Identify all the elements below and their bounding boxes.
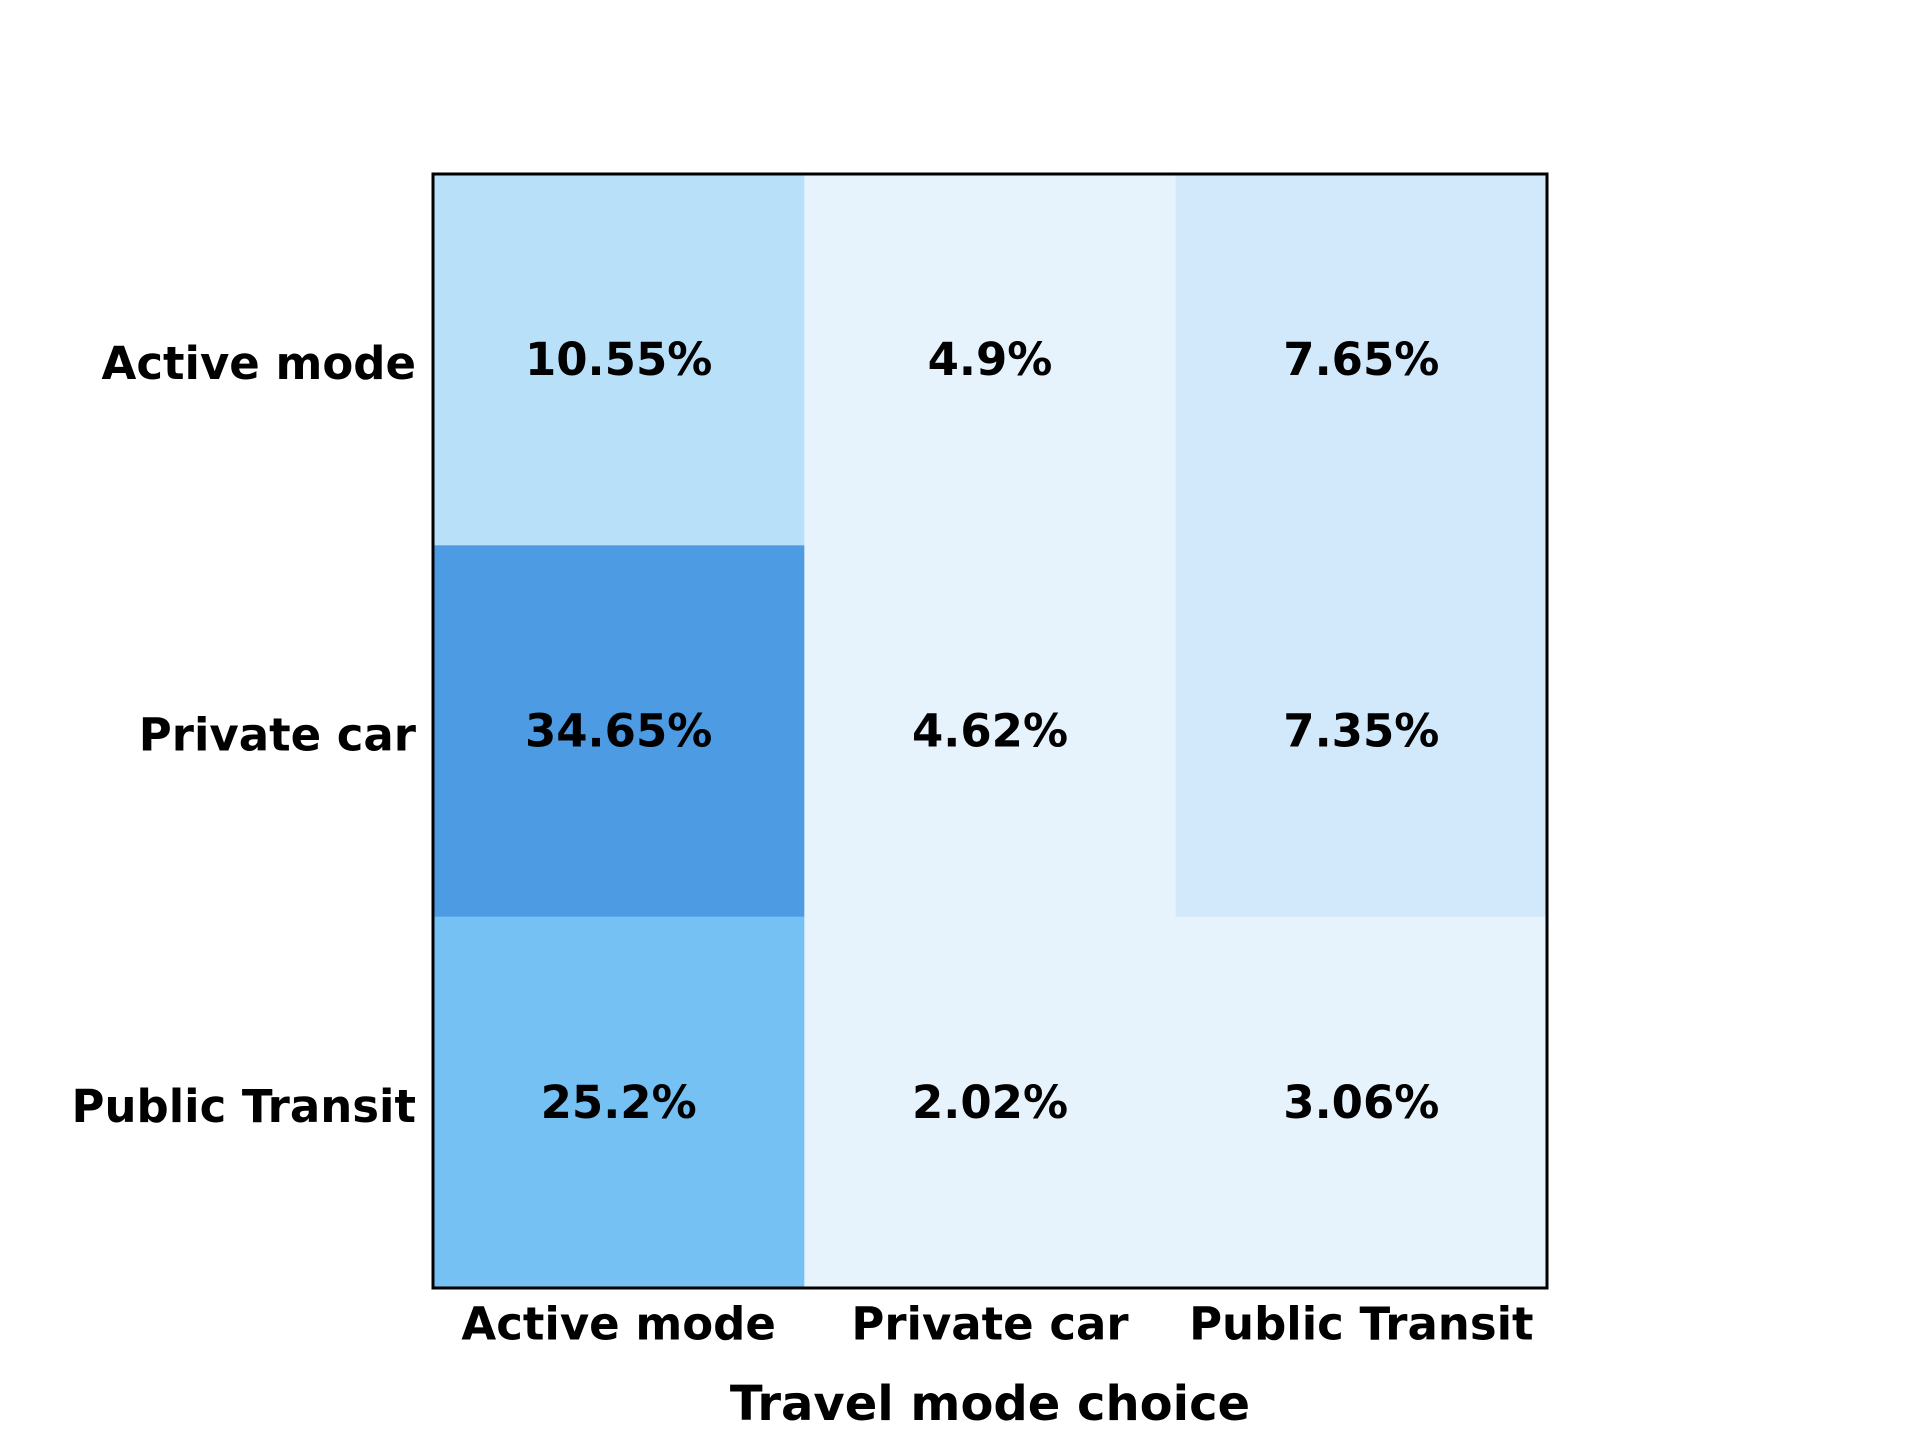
x-tick-label-1: Private car <box>851 1298 1129 1351</box>
plot-frame <box>431 172 1549 1290</box>
heatmap-cells <box>433 174 1548 1289</box>
cell-value-label-r0-c1: 4.9% <box>928 333 1053 386</box>
y-tick-label-1: Private car <box>139 709 417 762</box>
heatmap-cell-r2-c0 <box>433 916 805 1289</box>
heatmap-cell-r2-c2 <box>1175 916 1548 1289</box>
cell-value-label-r2-c1: 2.02% <box>912 1076 1068 1129</box>
heatmap-cell-labels: 10.55% 4.9% 7.65% 34.65% 4.62% 7.35% 25.2% 2.02… <box>525 333 1439 1129</box>
heatmap-cell-r0-c1 <box>804 174 1177 546</box>
x-axis-tick-labels: Active mode Private car Public Transit <box>461 1298 1533 1351</box>
cell-value-label-r2-c2: 3.06% <box>1283 1076 1439 1129</box>
heatmap-cell-r2-c1 <box>804 916 1177 1289</box>
x-axis-label: Travel mode choice <box>730 1376 1250 1432</box>
heatmap-cell-r1-c0 <box>433 545 805 918</box>
cell-value-label-r1-c0: 34.65% <box>525 705 712 758</box>
heatmap-cell-r0-c2 <box>1175 174 1548 546</box>
x-tick-label-2: Public Transit <box>1189 1298 1534 1351</box>
heatmap-cell-r0-c0 <box>433 174 805 546</box>
cell-value-label-r0-c2: 7.65% <box>1283 333 1439 386</box>
y-tick-label-2: Public Transit <box>72 1080 417 1133</box>
cell-value-label-r1-c2: 7.35% <box>1283 705 1439 758</box>
heatmap-cell-r1-c2 <box>1175 545 1548 918</box>
y-axis-tick-labels: Active mode Private car Public Transit <box>72 337 417 1133</box>
heatmap-cell-r1-c1 <box>804 545 1177 918</box>
cell-value-label-r0-c0: 10.55% <box>525 333 712 386</box>
x-tick-label-0: Active mode <box>461 1298 776 1351</box>
cell-value-label-r1-c1: 4.62% <box>912 705 1068 758</box>
cell-value-label-r2-c0: 25.2% <box>541 1076 697 1129</box>
y-tick-label-0: Active mode <box>102 337 417 390</box>
